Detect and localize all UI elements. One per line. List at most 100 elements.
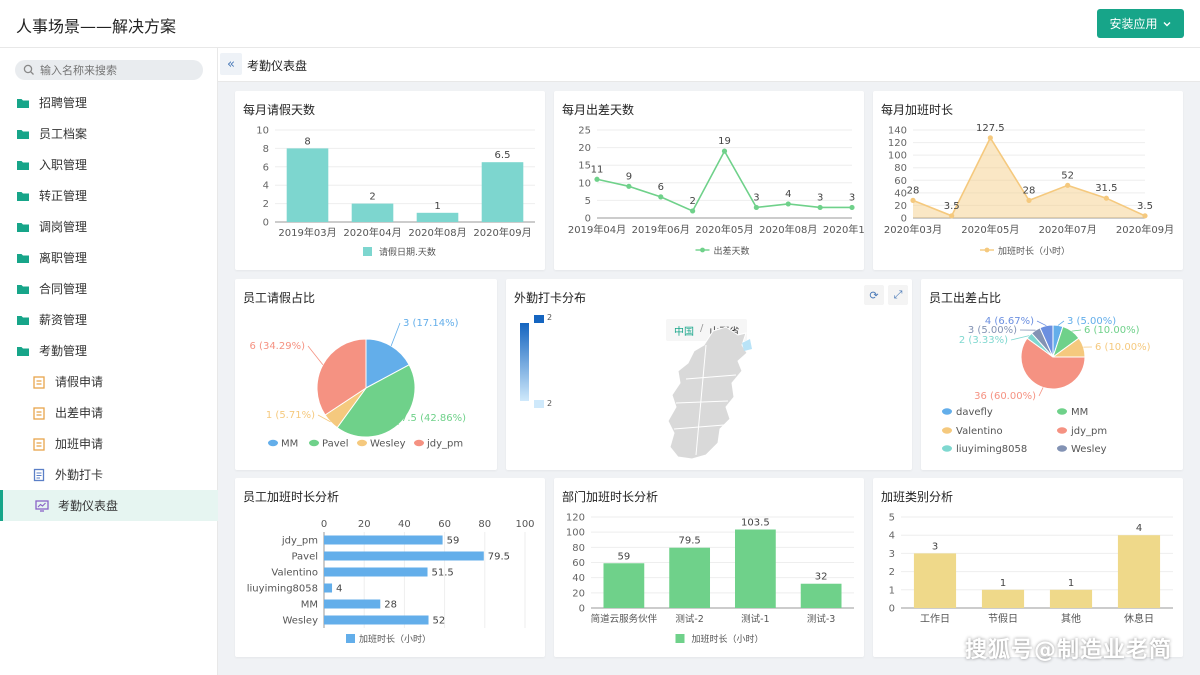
y-tick-label: 100 bbox=[888, 151, 907, 162]
folder-icon bbox=[17, 315, 29, 325]
data-label: 1 bbox=[1000, 578, 1006, 589]
x-tick-label: 2019年06月 bbox=[632, 223, 690, 236]
x-tick-label: 2019年04月 bbox=[568, 223, 626, 236]
data-label: 6 bbox=[658, 182, 664, 193]
x-tick-label: 0 bbox=[321, 519, 327, 530]
sidebar-item-label: 招聘管理 bbox=[39, 96, 88, 110]
data-point bbox=[849, 204, 855, 211]
sidebar-subitem[interactable]: 加班申请 bbox=[0, 428, 218, 459]
sidebar-item[interactable]: 合同管理 bbox=[0, 273, 218, 304]
data-label: 2 bbox=[369, 192, 375, 203]
sidebar-item[interactable]: 考勤管理 bbox=[0, 335, 218, 366]
data-label: 51.5 bbox=[432, 568, 454, 579]
y-tick-label: 80 bbox=[572, 543, 585, 554]
fullscreen-button[interactable]: ⤢ bbox=[888, 285, 908, 305]
card-title: 员工加班时长分析 bbox=[243, 490, 340, 504]
bar bbox=[324, 599, 381, 609]
card-title: 加班类别分析 bbox=[881, 490, 954, 504]
bar bbox=[324, 567, 428, 577]
legend-label: Wesley bbox=[370, 439, 406, 450]
shanxi-province-shape[interactable] bbox=[667, 326, 748, 460]
sidebar-subitem[interactable]: 考勤仪表盘 bbox=[0, 490, 218, 521]
app-title: 人事场景——解决方案 bbox=[16, 17, 177, 36]
search-input[interactable] bbox=[40, 63, 190, 77]
fullscreen-icon: ⤢ bbox=[893, 288, 903, 301]
label-leader bbox=[1071, 329, 1082, 332]
tab-dashboard[interactable]: 考勤仪表盘 bbox=[247, 59, 308, 73]
legend-label: davefly bbox=[956, 407, 993, 418]
sidebar-item[interactable]: 员工档案 bbox=[0, 118, 218, 149]
legend-swatch bbox=[414, 439, 424, 447]
crumb-china[interactable]: 中国 bbox=[674, 327, 694, 338]
app-header: 人事场景——解决方案 安装应用 bbox=[0, 0, 1200, 48]
legend-swatch bbox=[346, 634, 355, 643]
sidebar-subitem[interactable]: 外勤打卡 bbox=[0, 459, 218, 490]
y-tick-label: Pavel bbox=[291, 552, 318, 563]
data-label: 4 bbox=[336, 584, 342, 595]
highlight-region[interactable] bbox=[742, 339, 752, 351]
legend-label: 请假日期.天数 bbox=[379, 246, 436, 258]
sidebar-item[interactable]: 离职管理 bbox=[0, 242, 218, 273]
legend-label: 加班时长（小时） bbox=[998, 245, 1070, 257]
visual-map-handle-top[interactable] bbox=[534, 315, 544, 323]
bar bbox=[981, 589, 1025, 608]
y-tick-label: 15 bbox=[578, 161, 591, 172]
data-label: 3.5 bbox=[944, 201, 960, 212]
data-point bbox=[721, 148, 728, 154]
bar bbox=[913, 553, 957, 608]
sidebar-item[interactable]: 转正管理 bbox=[0, 180, 218, 211]
sidebar-item[interactable]: 入职管理 bbox=[0, 149, 218, 180]
data-label: 3 bbox=[849, 192, 855, 203]
legend-swatch bbox=[309, 439, 319, 447]
legend-marker bbox=[700, 247, 705, 253]
sidebar-item[interactable]: 调岗管理 bbox=[0, 211, 218, 242]
overtime-type-chart: 0 1 2 3 4 5 3 工作日 1 节假日 1 其他 4 休息日 bbox=[889, 513, 1173, 625]
sidebar-item[interactable]: 招聘管理 bbox=[0, 87, 218, 118]
bar bbox=[669, 547, 711, 608]
folder-icon bbox=[17, 129, 29, 139]
sidebar-subitem-label: 加班申请 bbox=[55, 437, 104, 451]
card-title: 每月请假天数 bbox=[243, 103, 316, 117]
card-trip-days: 每月出差天数 0 5 10 15 20 25 11 9 6 2 19 3 4 3 3 2019年04月 2019… bbox=[554, 91, 864, 270]
sidebar-subitem[interactable]: 请假申请 bbox=[0, 366, 218, 397]
folder-icon bbox=[17, 284, 29, 294]
data-label: 1 bbox=[1068, 578, 1074, 589]
y-tick-label: 6 bbox=[263, 162, 269, 173]
y-tick-label: 10 bbox=[578, 178, 591, 189]
data-label: 19 bbox=[718, 136, 731, 147]
data-label: 103.5 bbox=[741, 518, 770, 529]
visual-map-handle-bottom[interactable] bbox=[534, 400, 544, 408]
refresh-button[interactable]: ⟳ bbox=[864, 285, 884, 305]
y-tick-label: 80 bbox=[894, 163, 907, 174]
pie-slice bbox=[365, 338, 410, 389]
data-label: 8 bbox=[304, 136, 310, 147]
data-label: 32 bbox=[815, 572, 828, 583]
bar bbox=[800, 583, 842, 608]
sidebar-subitem-label: 考勤仪表盘 bbox=[58, 499, 119, 513]
x-tick-label: 2020年04月 bbox=[343, 226, 401, 239]
bar bbox=[324, 615, 429, 625]
data-label: 28 bbox=[907, 185, 920, 196]
sidebar-subitem-label: 请假申请 bbox=[55, 375, 104, 389]
folder-icon bbox=[17, 222, 29, 232]
data-label: 6.5 bbox=[495, 150, 511, 161]
search-box[interactable] bbox=[15, 60, 203, 80]
folder-icon bbox=[17, 191, 29, 201]
bar bbox=[324, 535, 443, 545]
data-label: 9 bbox=[626, 171, 632, 182]
card-field-map: 外勤打卡分布 ⟳ ⤢ 中国 / 山西省 2 2 bbox=[506, 279, 912, 470]
search-icon bbox=[23, 64, 34, 75]
slice-label: 2 (3.33%) bbox=[959, 335, 1008, 346]
label-leader bbox=[1038, 387, 1044, 397]
bar bbox=[481, 162, 524, 222]
sidebar-item[interactable]: 薪资管理 bbox=[0, 304, 218, 335]
y-tick-label: 0 bbox=[579, 604, 585, 615]
x-tick-label: 休息日 bbox=[1124, 612, 1154, 625]
x-tick-label: 2019年03月 bbox=[278, 226, 336, 239]
data-point bbox=[817, 204, 823, 211]
x-tick-label: 2020年10月 bbox=[823, 223, 864, 236]
install-app-button[interactable]: 安装应用 bbox=[1097, 9, 1184, 38]
sidebar-subitem[interactable]: 出差申请 bbox=[0, 397, 218, 428]
visual-map-bar[interactable] bbox=[520, 323, 529, 401]
collapse-sidebar-button[interactable]: « bbox=[220, 53, 242, 75]
